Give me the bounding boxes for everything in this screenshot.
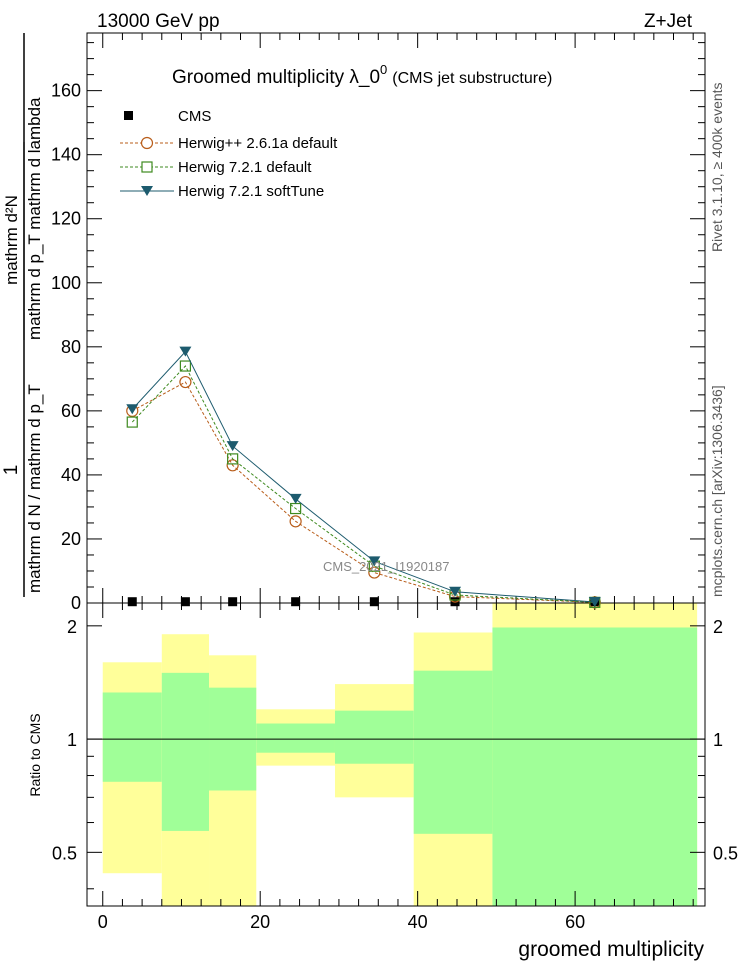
ratio-xtick-label: 20 xyxy=(250,912,270,932)
ratio-band-inner-3 xyxy=(256,723,335,753)
main-ytick-label: 160 xyxy=(51,81,81,101)
main-ytick-label: 80 xyxy=(61,337,81,357)
ratio-bands xyxy=(87,603,705,906)
data-point-cms xyxy=(127,597,137,607)
y-label-numerator-bottom: mathrm d p_T mathrm d lambda xyxy=(25,97,44,340)
ratio-xtick-label: 60 xyxy=(565,912,585,932)
data-point-softtune xyxy=(179,346,192,357)
plot-title-main: Groomed multiplicity λ_0 xyxy=(172,67,380,88)
x-axis-label: groomed multiplicity xyxy=(518,938,704,961)
main-ytick-label: 20 xyxy=(61,529,81,549)
main-ytick-label: 140 xyxy=(51,145,81,165)
series-line-herwigpp xyxy=(132,381,595,603)
main-ytick-label: 0 xyxy=(71,593,81,613)
side-label-top: Rivet 3.1.10, ≥ 400k events xyxy=(709,82,725,252)
side-label-bottom: mcplots.cern.ch [arXiv:1306.3436] xyxy=(709,385,725,597)
header-right: Z+Jet xyxy=(644,11,693,32)
ratio-band-inner-5 xyxy=(413,670,493,834)
main-ytick-label: 120 xyxy=(51,209,81,229)
data-point-softtune xyxy=(126,404,139,415)
legend-label-cms: CMS xyxy=(178,108,211,125)
series-layer xyxy=(126,346,601,609)
main-y-label: 1 mathrm d N / mathrm d p_T mathrm d²N m… xyxy=(1,33,44,597)
data-point-softtune xyxy=(289,493,302,504)
ratio-band-inner-6 xyxy=(492,627,698,906)
series-line-herwig721 xyxy=(131,365,595,603)
ratio-plot-frame xyxy=(86,602,706,907)
plot-title-superscript: 0 xyxy=(380,62,387,77)
ratio-ytick-label-left: 0.5 xyxy=(52,843,77,863)
data-point-herwigpp xyxy=(179,375,192,389)
data-point-cms xyxy=(228,597,238,607)
ratio-y-label: Ratio to CMS xyxy=(27,713,43,796)
data-point-herwig721 xyxy=(126,416,138,428)
legend-marker-herwigpp xyxy=(140,136,154,150)
ratio-ticks: 0.5 0.51 12 20 20 40 60 xyxy=(52,603,738,932)
ratio-band-inner-4 xyxy=(334,710,414,764)
ratio-ytick-label-right: 1 xyxy=(713,730,723,750)
data-point-cms xyxy=(291,597,301,607)
data-point-cms xyxy=(180,597,190,607)
plot-title: Groomed multiplicity λ_00 (CMS jet substr… xyxy=(172,62,552,88)
legend-label-herwigpp: Herwig++ 2.6.1a default xyxy=(178,135,338,152)
ratio-ytick-label-right: 2 xyxy=(713,617,723,637)
ratio-band-inner-1 xyxy=(161,672,210,831)
data-point-herwigpp xyxy=(226,459,239,472)
ratio-xtick-label: 40 xyxy=(408,912,428,932)
data-point-softtune xyxy=(588,597,601,608)
main-ytick-label: 40 xyxy=(61,465,81,485)
main-ytick-label: 60 xyxy=(61,401,81,421)
legend-marker-softtune xyxy=(141,186,153,196)
legend-label-herwig721: Herwig 7.2.1 default xyxy=(178,159,312,176)
legend-marker-cms xyxy=(124,111,133,120)
y-label-prefix: 1 xyxy=(1,465,22,476)
ratio-xtick-label: 0 xyxy=(98,912,108,932)
main-ytick-label: 100 xyxy=(51,273,81,293)
plot-title-sub: (CMS jet substructure) xyxy=(392,70,552,87)
data-point-softtune xyxy=(368,556,381,567)
legend-marker-herwig721 xyxy=(141,161,153,173)
header-left: 13000 GeV pp xyxy=(97,11,220,32)
data-point-cms xyxy=(369,597,379,607)
ratio-ytick-label-left: 2 xyxy=(67,617,77,637)
main-ticks: 0 20 40 60 80 100 120 140 160 xyxy=(51,33,705,613)
data-point-herwigpp xyxy=(368,566,381,579)
data-point-herwig721 xyxy=(227,453,239,465)
y-label-denominator: mathrm d N / mathrm d p_T xyxy=(25,384,44,593)
data-point-softtune xyxy=(226,441,239,452)
legend: CMS Herwig++ 2.6.1a default Herwig 7.2.1… xyxy=(120,108,338,200)
data-point-herwig721 xyxy=(179,360,192,372)
data-point-softtune xyxy=(449,586,462,597)
ratio-band-inner-0 xyxy=(102,692,162,782)
ratio-ytick-label-left: 1 xyxy=(67,730,77,750)
data-point-herwigpp xyxy=(289,515,302,528)
y-label-numerator-top: mathrm d²N xyxy=(2,195,21,285)
watermark: CMS_2021_I1920187 xyxy=(323,559,450,574)
ratio-ytick-label-right: 0.5 xyxy=(713,843,738,863)
legend-label-softtune: Herwig 7.2.1 softTune xyxy=(178,183,324,200)
